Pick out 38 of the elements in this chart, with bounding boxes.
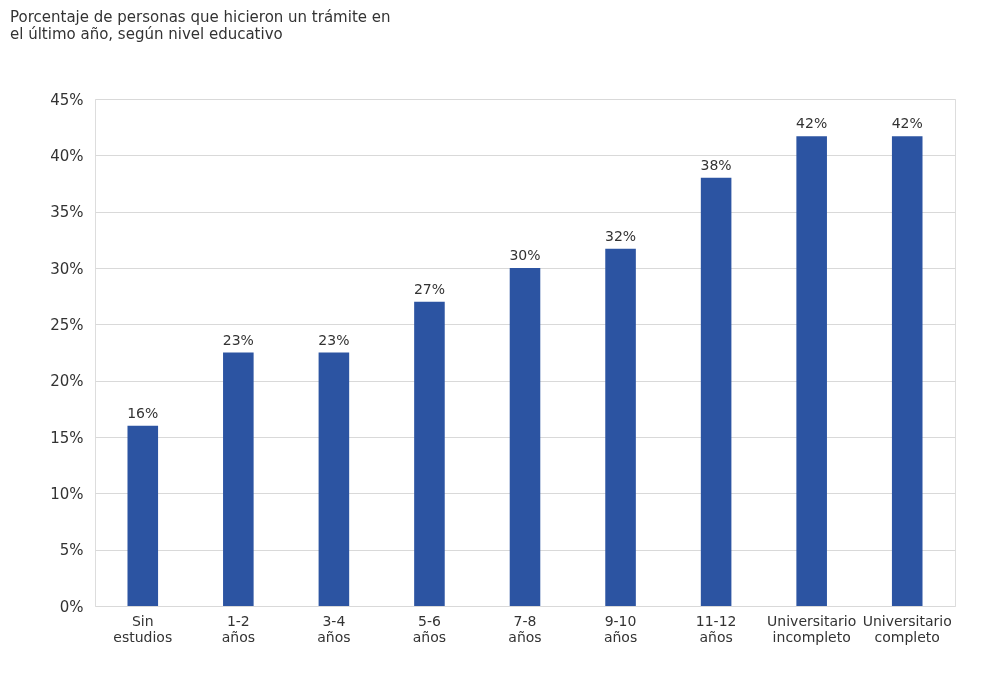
y-tick-label: 30% xyxy=(50,259,84,278)
bar xyxy=(509,268,541,606)
y-tick-label: 0% xyxy=(59,597,84,616)
y-tick-label: 40% xyxy=(50,146,84,165)
chart-title: Porcentaje de personas que hicieron un trámite en el último año, según nivel educativo xyxy=(10,8,391,43)
y-tick-label: 15% xyxy=(50,428,84,447)
data-label: 38% xyxy=(700,156,732,173)
bar xyxy=(318,352,350,606)
x-tick-label: Universitario completo xyxy=(862,612,952,645)
y-tick-label: 45% xyxy=(50,90,84,109)
y-tick-label: 20% xyxy=(50,372,84,391)
bar xyxy=(223,352,254,606)
x-tick-label: 7-8 años xyxy=(508,612,542,645)
x-tick-label: 9-10 años xyxy=(603,612,638,645)
x-tick-label: 11-12 años xyxy=(695,612,737,645)
data-label: 30% xyxy=(509,247,541,263)
data-label: 23% xyxy=(318,331,350,348)
x-tick-label: 1-2 años xyxy=(221,612,255,645)
bar xyxy=(796,136,827,606)
data-label: 16% xyxy=(127,404,159,421)
x-tick-label: Sin estudios xyxy=(113,612,173,645)
y-tick-label: 10% xyxy=(50,484,84,503)
data-label: 27% xyxy=(413,280,446,297)
data-label: 32% xyxy=(604,227,637,244)
bar xyxy=(414,301,445,606)
x-tick-label: 3-4 años xyxy=(317,612,351,645)
data-label: 42% xyxy=(891,115,923,132)
bar xyxy=(700,177,732,606)
data-label: 23% xyxy=(222,331,254,348)
y-tick-label: 25% xyxy=(50,315,84,334)
x-tick-label: Universitario incompleto xyxy=(767,612,857,645)
bar xyxy=(127,425,159,606)
bar xyxy=(605,248,636,606)
y-tick-label: 5% xyxy=(59,541,84,560)
y-tick-label: 35% xyxy=(50,203,84,222)
bar xyxy=(891,136,923,606)
x-tick-label: 5-6 años xyxy=(412,612,447,645)
data-label: 42% xyxy=(796,115,828,132)
